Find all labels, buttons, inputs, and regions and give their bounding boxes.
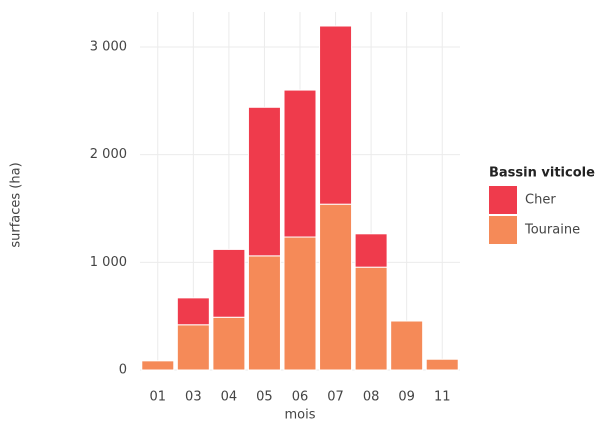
x-tick-label: 07 xyxy=(327,390,344,405)
x-tick-label: 08 xyxy=(363,390,380,405)
legend-swatch xyxy=(489,216,517,244)
y-tick-label: 1 000 xyxy=(90,255,127,270)
bar xyxy=(176,297,210,326)
bar xyxy=(247,106,281,257)
y-tick-label: 2 000 xyxy=(90,147,127,162)
x-tick-label: 11 xyxy=(434,390,451,405)
bar xyxy=(141,360,175,371)
x-tick-label: 04 xyxy=(221,390,238,405)
y-axis-title: surfaces (ha) xyxy=(9,162,24,247)
x-tick-label: 06 xyxy=(292,390,309,405)
x-tick-label: 05 xyxy=(256,390,273,405)
legend-label: Cher xyxy=(525,193,556,208)
x-tick-label: 03 xyxy=(185,390,202,405)
bar xyxy=(283,89,317,238)
x-tick-label: 01 xyxy=(150,390,167,405)
x-axis-title: mois xyxy=(284,408,315,421)
bar xyxy=(212,248,246,318)
bar xyxy=(319,203,353,371)
bar xyxy=(176,324,210,371)
x-tick-label: 09 xyxy=(398,390,415,405)
y-tick-label: 0 xyxy=(119,363,127,378)
bar xyxy=(425,358,459,371)
bar xyxy=(283,236,317,371)
legend-label: Touraine xyxy=(524,223,580,238)
bar xyxy=(319,25,353,205)
bar xyxy=(247,255,281,371)
bar xyxy=(390,320,424,371)
bar xyxy=(354,233,388,268)
legend-title: Bassin viticole xyxy=(489,166,595,181)
y-tick-label: 3 000 xyxy=(90,40,127,55)
legend-swatch xyxy=(489,186,517,214)
bar xyxy=(354,266,388,371)
bar xyxy=(212,316,246,371)
